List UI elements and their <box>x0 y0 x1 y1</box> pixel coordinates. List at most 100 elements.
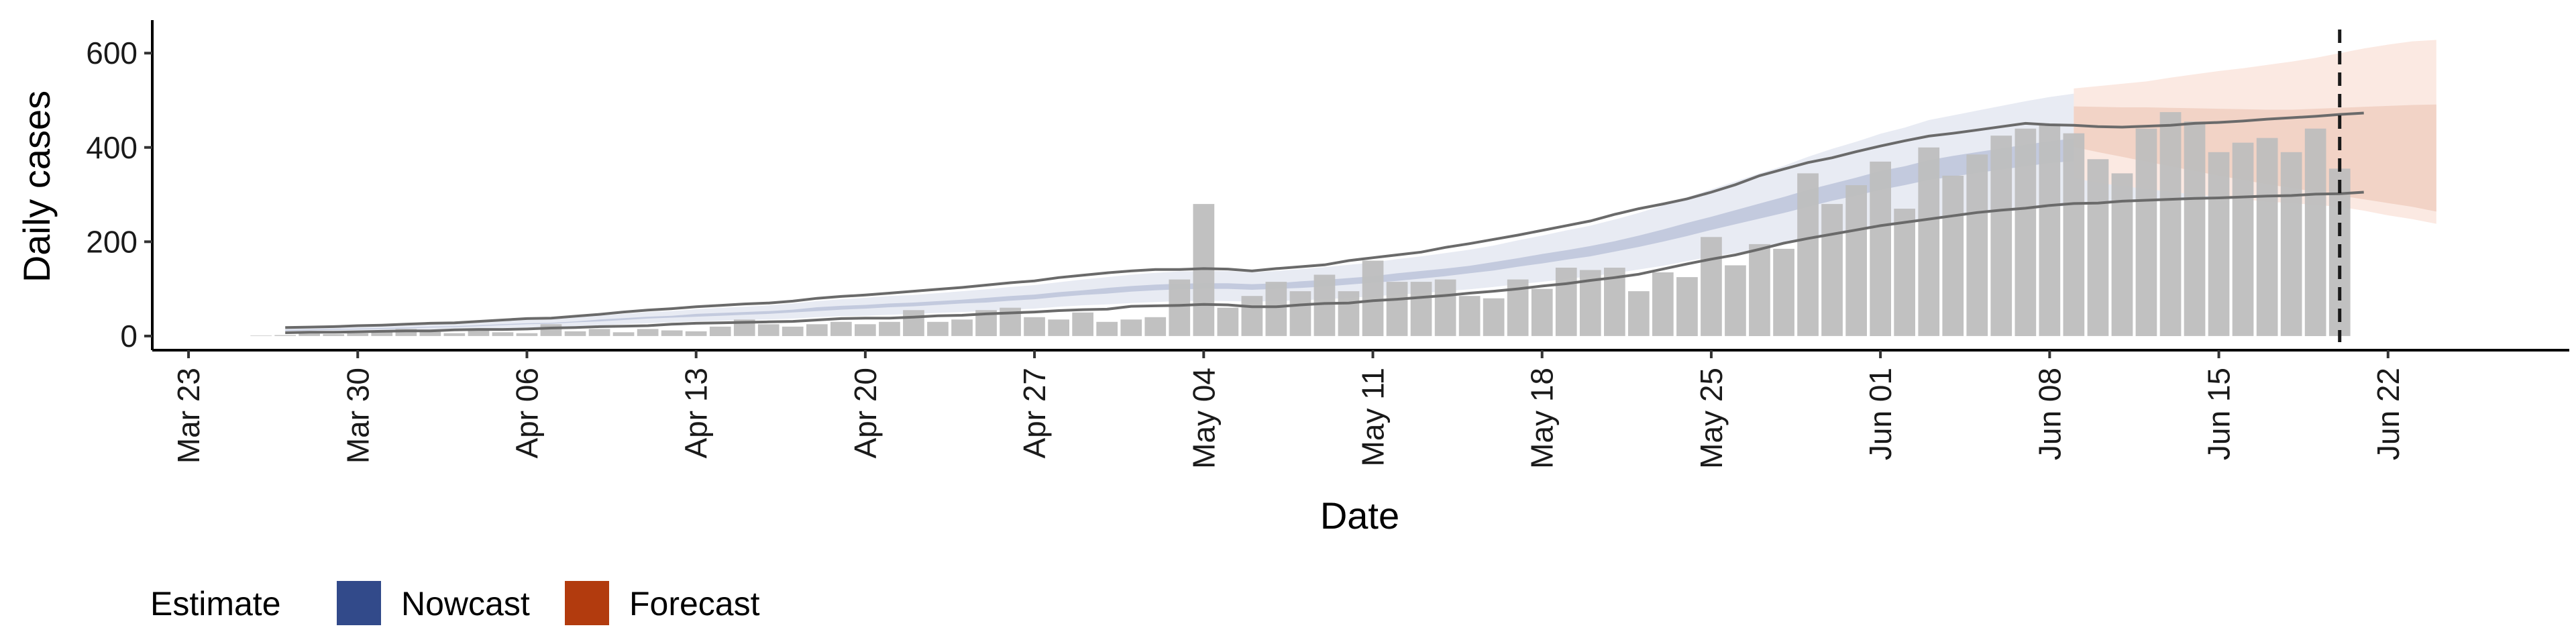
case-bar <box>1048 319 1069 336</box>
case-bar <box>2015 129 2037 336</box>
case-bar <box>855 324 876 336</box>
case-bar <box>2063 133 2085 336</box>
case-bar <box>2281 152 2302 336</box>
case-bar <box>1990 136 2012 336</box>
case-bar <box>2208 152 2230 336</box>
y-tick-label: 200 <box>86 224 138 259</box>
x-tick-label: Mar 23 <box>171 368 206 464</box>
x-tick-label: May 11 <box>1356 368 1391 466</box>
case-bar <box>1096 322 1118 336</box>
case-bar <box>613 332 635 336</box>
case-bar <box>1966 154 1988 336</box>
x-tick-label: Apr 27 <box>1017 368 1052 459</box>
case-bar <box>1821 204 1843 336</box>
case-bar <box>879 322 900 336</box>
case-bar <box>1894 209 1915 336</box>
case-bars <box>250 112 2350 336</box>
x-tick-label: Mar 30 <box>340 368 375 464</box>
x-tick-label: May 18 <box>1525 368 1560 469</box>
x-tick-label: Jun 15 <box>2202 368 2237 460</box>
y-axis-ticks: 0 200 400 600 <box>86 36 152 354</box>
case-bar <box>517 333 538 336</box>
case-bar <box>1483 299 1505 336</box>
case-bar <box>1725 266 1746 336</box>
legend-label-nowcast: Nowcast <box>401 585 530 623</box>
case-bar <box>637 329 659 336</box>
x-tick-label: May 25 <box>1694 368 1729 469</box>
x-axis-title: Date <box>1320 494 1399 537</box>
x-tick-label: Apr 13 <box>679 368 714 459</box>
case-bar <box>1144 317 1166 336</box>
case-bar <box>1120 319 1142 336</box>
case-bar <box>541 324 562 336</box>
case-bar <box>1556 268 1577 336</box>
case-bar <box>927 322 949 336</box>
x-tick-label: Jun 22 <box>2371 368 2406 460</box>
case-bar <box>1870 162 1891 336</box>
case-bar <box>1797 173 1819 336</box>
case-bar <box>2305 129 2326 336</box>
case-bar <box>1676 277 1698 336</box>
case-bar <box>2112 173 2133 336</box>
case-bar <box>1218 308 1239 336</box>
case-bar <box>1918 148 1939 336</box>
case-bar <box>1024 317 1045 336</box>
case-bar <box>589 329 610 336</box>
case-bar <box>1773 249 1794 336</box>
case-bar <box>492 332 514 336</box>
case-bar <box>250 335 272 336</box>
case-bar <box>1628 291 1650 336</box>
case-bar <box>806 324 828 336</box>
case-bar <box>2136 129 2157 336</box>
case-bar <box>1266 282 1287 336</box>
x-tick-label: Jun 08 <box>2032 368 2067 460</box>
case-bar <box>758 324 780 336</box>
case-bar <box>1749 244 1770 336</box>
case-bar <box>1942 176 1964 336</box>
case-bar <box>782 327 804 336</box>
case-bar <box>1314 275 1336 336</box>
x-tick-label: May 04 <box>1186 368 1221 469</box>
case-bar <box>1169 280 1190 336</box>
legend-label-forecast: Forecast <box>629 585 760 623</box>
legend: Estimate Nowcast Forecast <box>150 581 760 625</box>
y-tick-label: 0 <box>120 319 138 354</box>
case-bar <box>1242 296 1263 336</box>
case-bar <box>2233 143 2254 336</box>
case-bar <box>1532 289 1553 336</box>
case-bar <box>2039 124 2061 336</box>
case-bar <box>710 327 731 336</box>
case-bar <box>371 332 392 336</box>
case-bar <box>1652 272 1674 336</box>
case-bar <box>1845 185 1867 336</box>
case-bar <box>1072 313 1093 336</box>
case-bar <box>1362 261 1384 337</box>
x-tick-label: Apr 06 <box>510 368 545 459</box>
case-bar <box>2184 121 2206 336</box>
x-axis-ticks: Mar 23 Mar 30 Apr 06 Apr 13 Apr 20 Apr 27 May … <box>171 350 2406 469</box>
case-bar <box>1387 282 1408 336</box>
case-bar <box>323 334 344 336</box>
case-bar <box>347 333 368 336</box>
case-bar <box>951 319 973 336</box>
case-bar <box>2160 112 2182 336</box>
case-bar <box>1290 291 1311 336</box>
case-bar <box>274 335 296 336</box>
y-axis-title: Daily cases <box>15 91 58 282</box>
y-tick-label: 400 <box>86 130 138 165</box>
case-bar <box>686 331 707 336</box>
case-bar <box>903 310 924 336</box>
case-bar <box>830 322 852 336</box>
case-bar <box>1435 280 1456 336</box>
case-bar <box>1338 291 1360 336</box>
case-bar <box>420 332 441 336</box>
case-bar <box>299 333 320 336</box>
case-bar <box>1459 296 1481 336</box>
case-bar <box>2257 138 2278 336</box>
case-bar <box>565 331 586 336</box>
legend-swatch-nowcast <box>337 581 381 625</box>
legend-swatch-forecast <box>565 581 609 625</box>
case-bar <box>444 333 466 336</box>
case-bar <box>661 331 683 336</box>
